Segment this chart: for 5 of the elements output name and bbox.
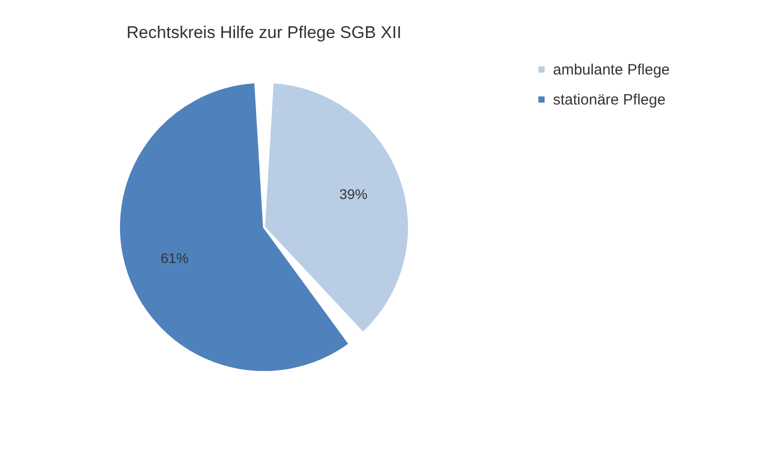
legend-label: ambulante Pflege — [553, 62, 670, 78]
data-label: 39% — [339, 186, 368, 202]
data-label: 61% — [160, 250, 189, 266]
chart-title: Rechtskreis Hilfe zur Pflege SGB XII — [126, 23, 402, 42]
legend-label: stationäre Pflege — [553, 92, 666, 108]
